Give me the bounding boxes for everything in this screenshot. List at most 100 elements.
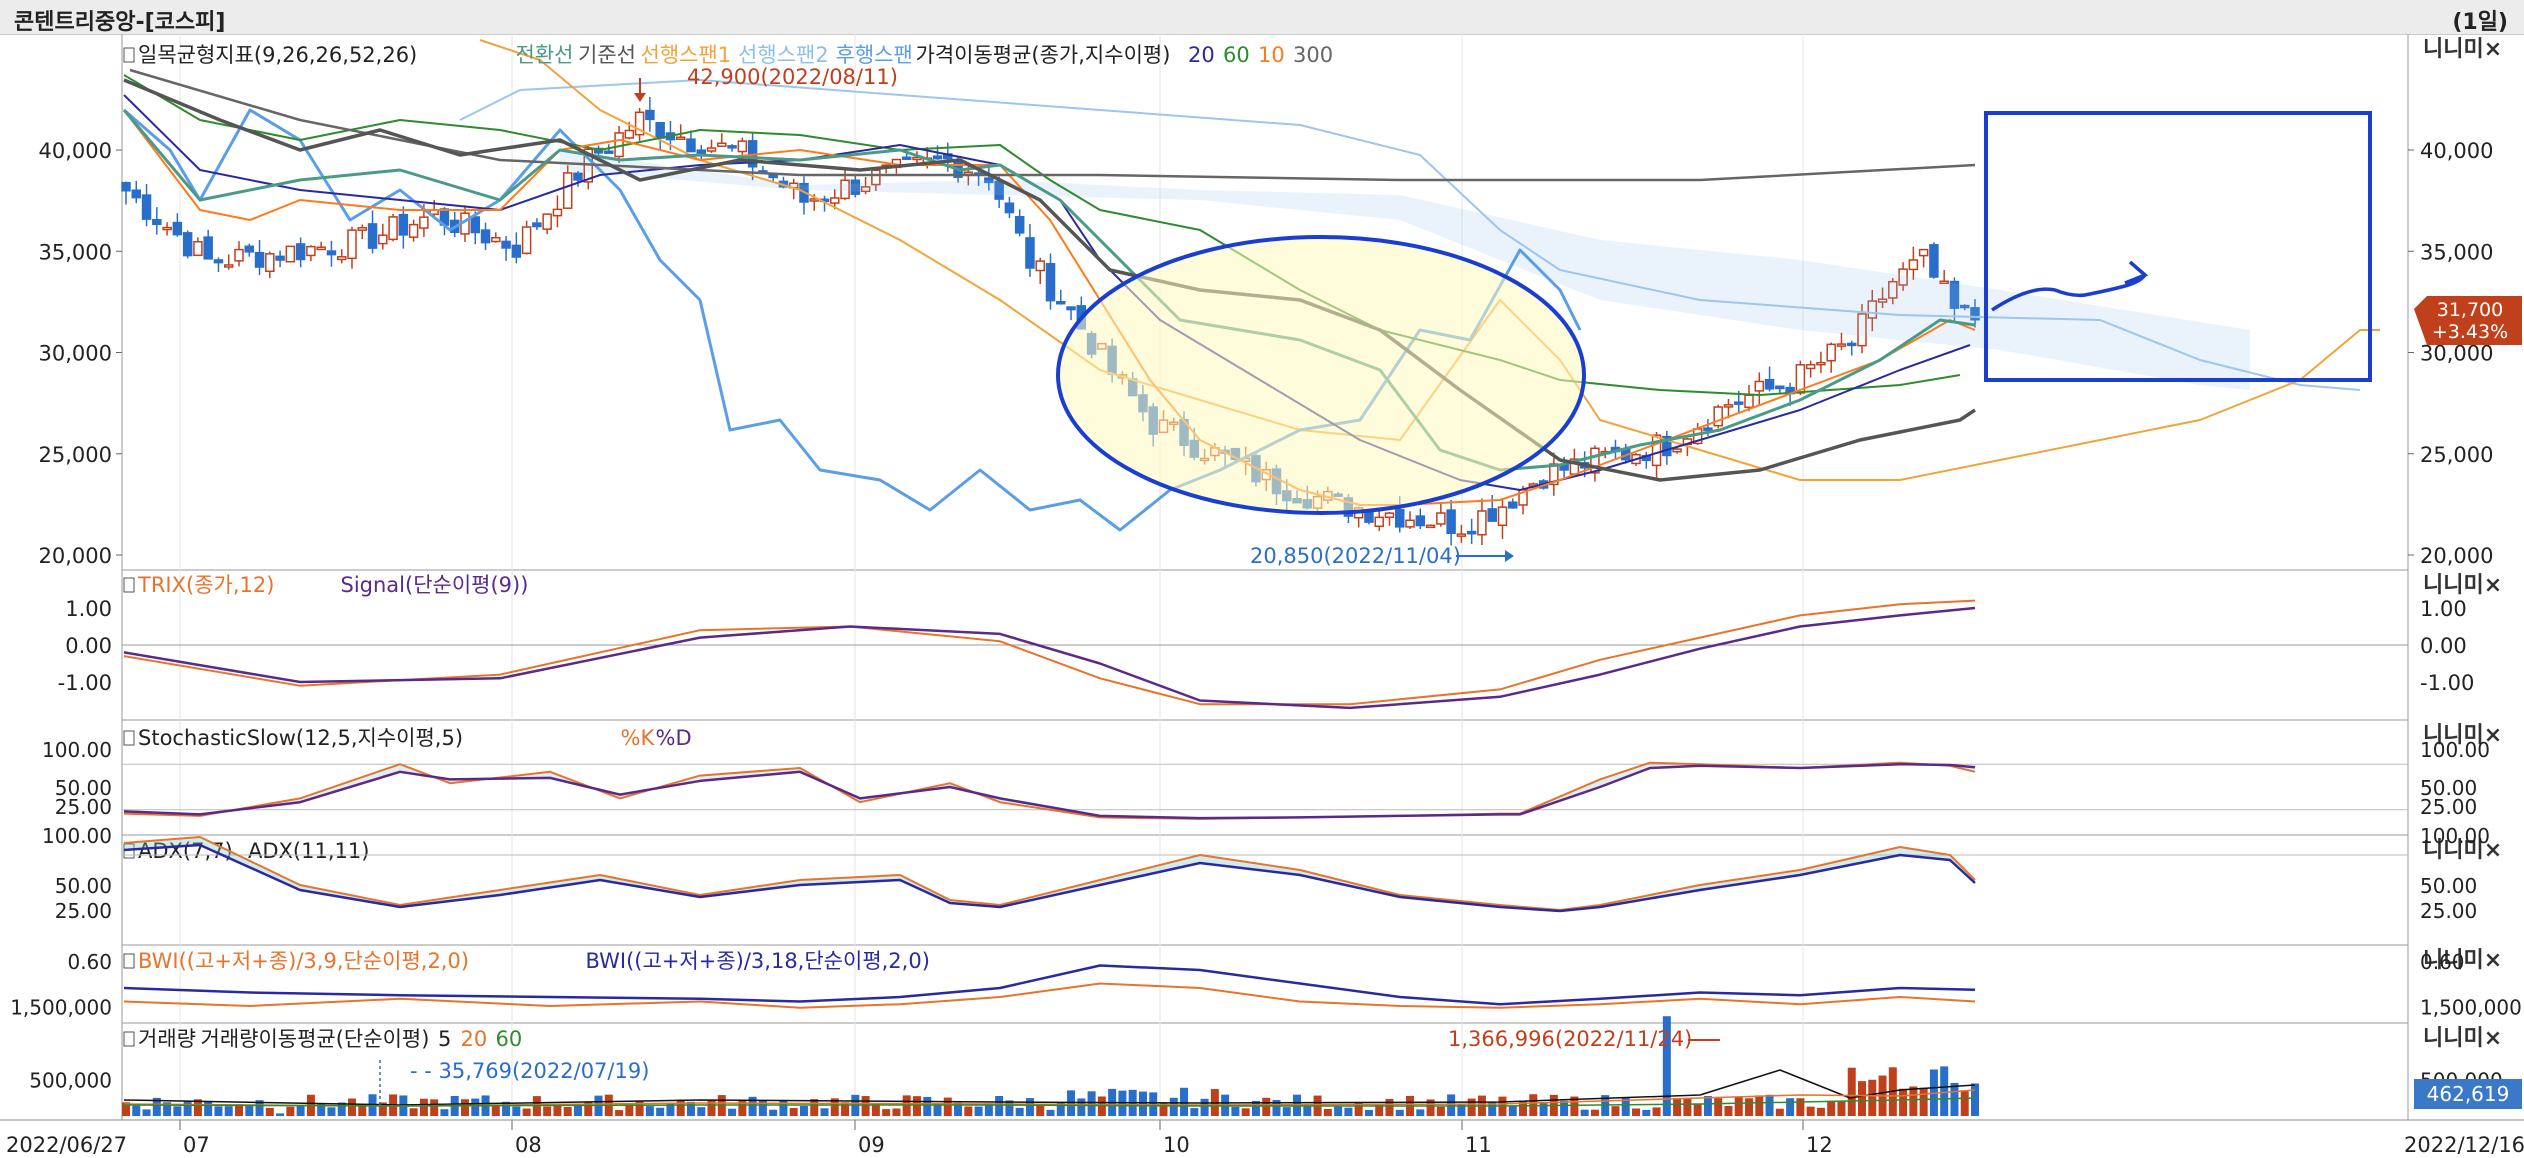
candle xyxy=(1004,202,1015,214)
candle xyxy=(172,221,183,236)
volume-bar xyxy=(1015,1107,1024,1116)
volume-bar xyxy=(1868,1079,1877,1116)
period-selector[interactable]: (1일) xyxy=(2452,10,2508,35)
volume-bar xyxy=(163,1102,172,1116)
volume-bar xyxy=(1909,1086,1918,1116)
candle xyxy=(152,218,162,226)
volume-bar xyxy=(995,1096,1004,1116)
candle xyxy=(1939,280,1949,284)
volume-bar xyxy=(512,1106,521,1116)
month-label: 07 xyxy=(183,1133,210,1157)
adx-tick-label-left: 100.00 xyxy=(42,824,112,848)
volume-bar xyxy=(1786,1098,1795,1116)
candle xyxy=(275,255,285,261)
volume-bar xyxy=(933,1104,942,1116)
candle xyxy=(265,253,275,273)
candle xyxy=(1836,343,1847,347)
stoch-tick-label-right: 50.00 xyxy=(2420,776,2477,800)
volume-bar xyxy=(1662,1016,1671,1116)
volume-bar xyxy=(1457,1104,1466,1116)
trix-tick-label-left: -1.00 xyxy=(58,671,112,695)
candle xyxy=(1045,262,1056,302)
bwi-tick-label-left: 0.60 xyxy=(67,950,112,974)
volume-bar xyxy=(676,1099,685,1116)
volume-bar xyxy=(1971,1083,1979,1116)
volume-bar xyxy=(1262,1097,1271,1116)
candle xyxy=(1826,343,1836,362)
candle xyxy=(840,179,850,200)
candle xyxy=(1888,280,1898,299)
volume-bar xyxy=(758,1100,767,1116)
candle xyxy=(562,172,573,209)
adx-tick-label-left: 25.00 xyxy=(55,899,112,923)
volume-bar xyxy=(1508,1106,1517,1116)
price-legend-item: 10 xyxy=(1258,43,1285,67)
bwi-18-line xyxy=(123,964,1976,1006)
volume-bar xyxy=(686,1101,695,1116)
candle xyxy=(1877,298,1888,303)
volume-bar xyxy=(1632,1108,1641,1116)
stock-chart[interactable]: 니니미× 니니미× 니니미× 니니미× 니니미× 니니미× 07 08 09 10 11 12 2022… xyxy=(0,34,2524,1158)
candle xyxy=(501,240,511,249)
adx-tick-label-right: 50.00 xyxy=(2420,874,2477,898)
start-date-label: 2022/06/27 xyxy=(6,1133,127,1157)
candle xyxy=(1374,516,1384,527)
volume-bar xyxy=(871,1103,880,1116)
volume-bar xyxy=(1364,1109,1373,1116)
candle xyxy=(254,251,265,268)
trix-line xyxy=(123,599,1976,706)
volume-bar xyxy=(1539,1103,1548,1116)
volume-bar xyxy=(553,1104,562,1116)
volume-bar xyxy=(265,1107,274,1116)
volume-bar xyxy=(1734,1097,1743,1116)
volume-legend-item: 5 xyxy=(438,1027,451,1051)
volume-bar xyxy=(419,1098,428,1116)
volume-bar xyxy=(460,1099,469,1116)
candle xyxy=(1775,385,1785,390)
bwi-9-line xyxy=(123,982,1976,1009)
price-tick-label-right: 20,000 xyxy=(2420,544,2493,568)
bwi-panel-controls: 니니미× xyxy=(2423,948,2502,973)
candle xyxy=(1805,364,1816,370)
volume-bar xyxy=(471,1098,480,1116)
volume-ma-20 xyxy=(123,1089,1976,1107)
stoch-k-line xyxy=(123,761,1976,820)
candle xyxy=(706,147,717,152)
volume-bar xyxy=(347,1098,356,1116)
candle xyxy=(1754,380,1765,392)
window-title: 콘텐트리중앙-[코스피] xyxy=(14,10,226,35)
adx-legend-box xyxy=(123,843,135,859)
candle xyxy=(1487,508,1497,522)
volume-bar xyxy=(1251,1100,1260,1116)
candle xyxy=(306,245,316,257)
candle xyxy=(645,109,655,121)
adx-panel xyxy=(121,834,2409,946)
candle xyxy=(1497,506,1508,527)
forecast-arrow xyxy=(1991,273,2147,312)
volume-bar xyxy=(954,1102,963,1116)
trix-panel-controls: 니니미× xyxy=(2423,573,2502,598)
price-legend-item: 가격이동평균(종가,지수이평) xyxy=(916,43,1171,67)
volume-bar xyxy=(522,1108,531,1116)
price-legend-item: 선행스팬2 xyxy=(738,43,829,67)
volume-bar xyxy=(1611,1106,1620,1116)
candle xyxy=(830,197,840,204)
volume-bar xyxy=(1652,1107,1661,1116)
candle xyxy=(1929,244,1939,278)
candle xyxy=(511,244,522,258)
volume-bar xyxy=(1467,1098,1476,1116)
volume-bar xyxy=(1138,1091,1147,1116)
volume-legend-item: 거래량 xyxy=(138,1027,196,1051)
volume-bar xyxy=(358,1105,367,1116)
volume-bar xyxy=(1241,1108,1250,1116)
volume-bar xyxy=(1827,1100,1836,1116)
trix-legend-item: TRIX(종가,12) xyxy=(137,573,274,597)
candle xyxy=(604,150,614,154)
candle xyxy=(1846,342,1857,347)
price-tick-label-right: 40,000 xyxy=(2420,139,2493,163)
volume-legend-box xyxy=(123,1031,135,1047)
volume-bar xyxy=(543,1106,552,1116)
volume-bar xyxy=(1180,1087,1189,1116)
volume-bar xyxy=(964,1106,973,1116)
low-annotation: 20,850(2022/11/04) xyxy=(1250,544,1461,568)
